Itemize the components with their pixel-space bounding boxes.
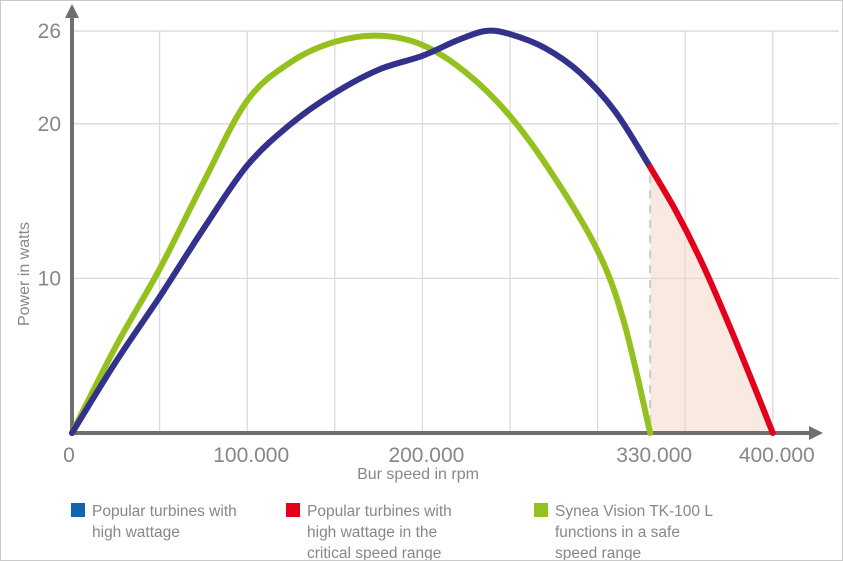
critical-speed-area xyxy=(650,167,773,433)
x-tick-label: 0 xyxy=(63,444,75,467)
curve-blue xyxy=(69,27,654,436)
y-tick-label: 10 xyxy=(38,267,61,290)
legend-item-red: Popular turbines with high wattage in th… xyxy=(286,501,452,561)
y-tick-label: 20 xyxy=(38,113,61,136)
legend-label-green: Synea Vision TK-100 L functions in a saf… xyxy=(555,501,713,561)
critical-area-layer xyxy=(650,167,773,433)
x-tick-label: 100.000 xyxy=(213,444,289,467)
x-axis-arrow-icon xyxy=(809,426,823,440)
red-legend-swatch xyxy=(286,503,300,517)
y-axis-title: Power in watts xyxy=(16,222,33,326)
axes-layer xyxy=(65,4,823,440)
legend-line: high wattage xyxy=(92,524,180,541)
x-tick-label: 200.000 xyxy=(388,444,464,467)
green-legend-swatch xyxy=(534,503,548,517)
x-tick-label: 400.000 xyxy=(739,444,815,467)
legend-line: Popular turbines with xyxy=(307,503,452,520)
legend-label-red: Popular turbines with high wattage in th… xyxy=(307,501,452,561)
legend-line: speed range xyxy=(555,545,642,561)
y-tick-label: 26 xyxy=(38,20,61,43)
y-axis-arrow-icon xyxy=(65,4,79,18)
legend-line: functions in a safe xyxy=(555,524,680,541)
legend-line: critical speed range xyxy=(307,545,442,561)
tick-label-layer: 0 100.000 200.000 330.000 400.000 10 20 26 xyxy=(38,20,815,467)
curve-layer xyxy=(69,27,776,436)
x-axis-title: Bur speed in rpm xyxy=(357,466,479,483)
curve-green xyxy=(69,32,654,436)
x-tick-label: 330.000 xyxy=(616,444,692,467)
legend-line: Synea Vision TK-100 L xyxy=(555,503,713,520)
legend-line: Popular turbines with xyxy=(92,503,237,520)
legend-line: high wattage in the xyxy=(307,524,438,541)
legend-item-blue: Popular turbines with high wattage xyxy=(71,501,237,543)
legend: Popular turbines with high wattage Popul… xyxy=(1,497,842,561)
curve-red xyxy=(647,164,776,436)
turbine-power-chart: 0 100.000 200.000 330.000 400.000 10 20 26 Bur … xyxy=(16,4,839,483)
legend-label-blue: Popular turbines with high wattage xyxy=(92,501,237,543)
blue-legend-swatch xyxy=(71,503,85,517)
legend-item-green: Synea Vision TK-100 L functions in a saf… xyxy=(534,501,713,561)
